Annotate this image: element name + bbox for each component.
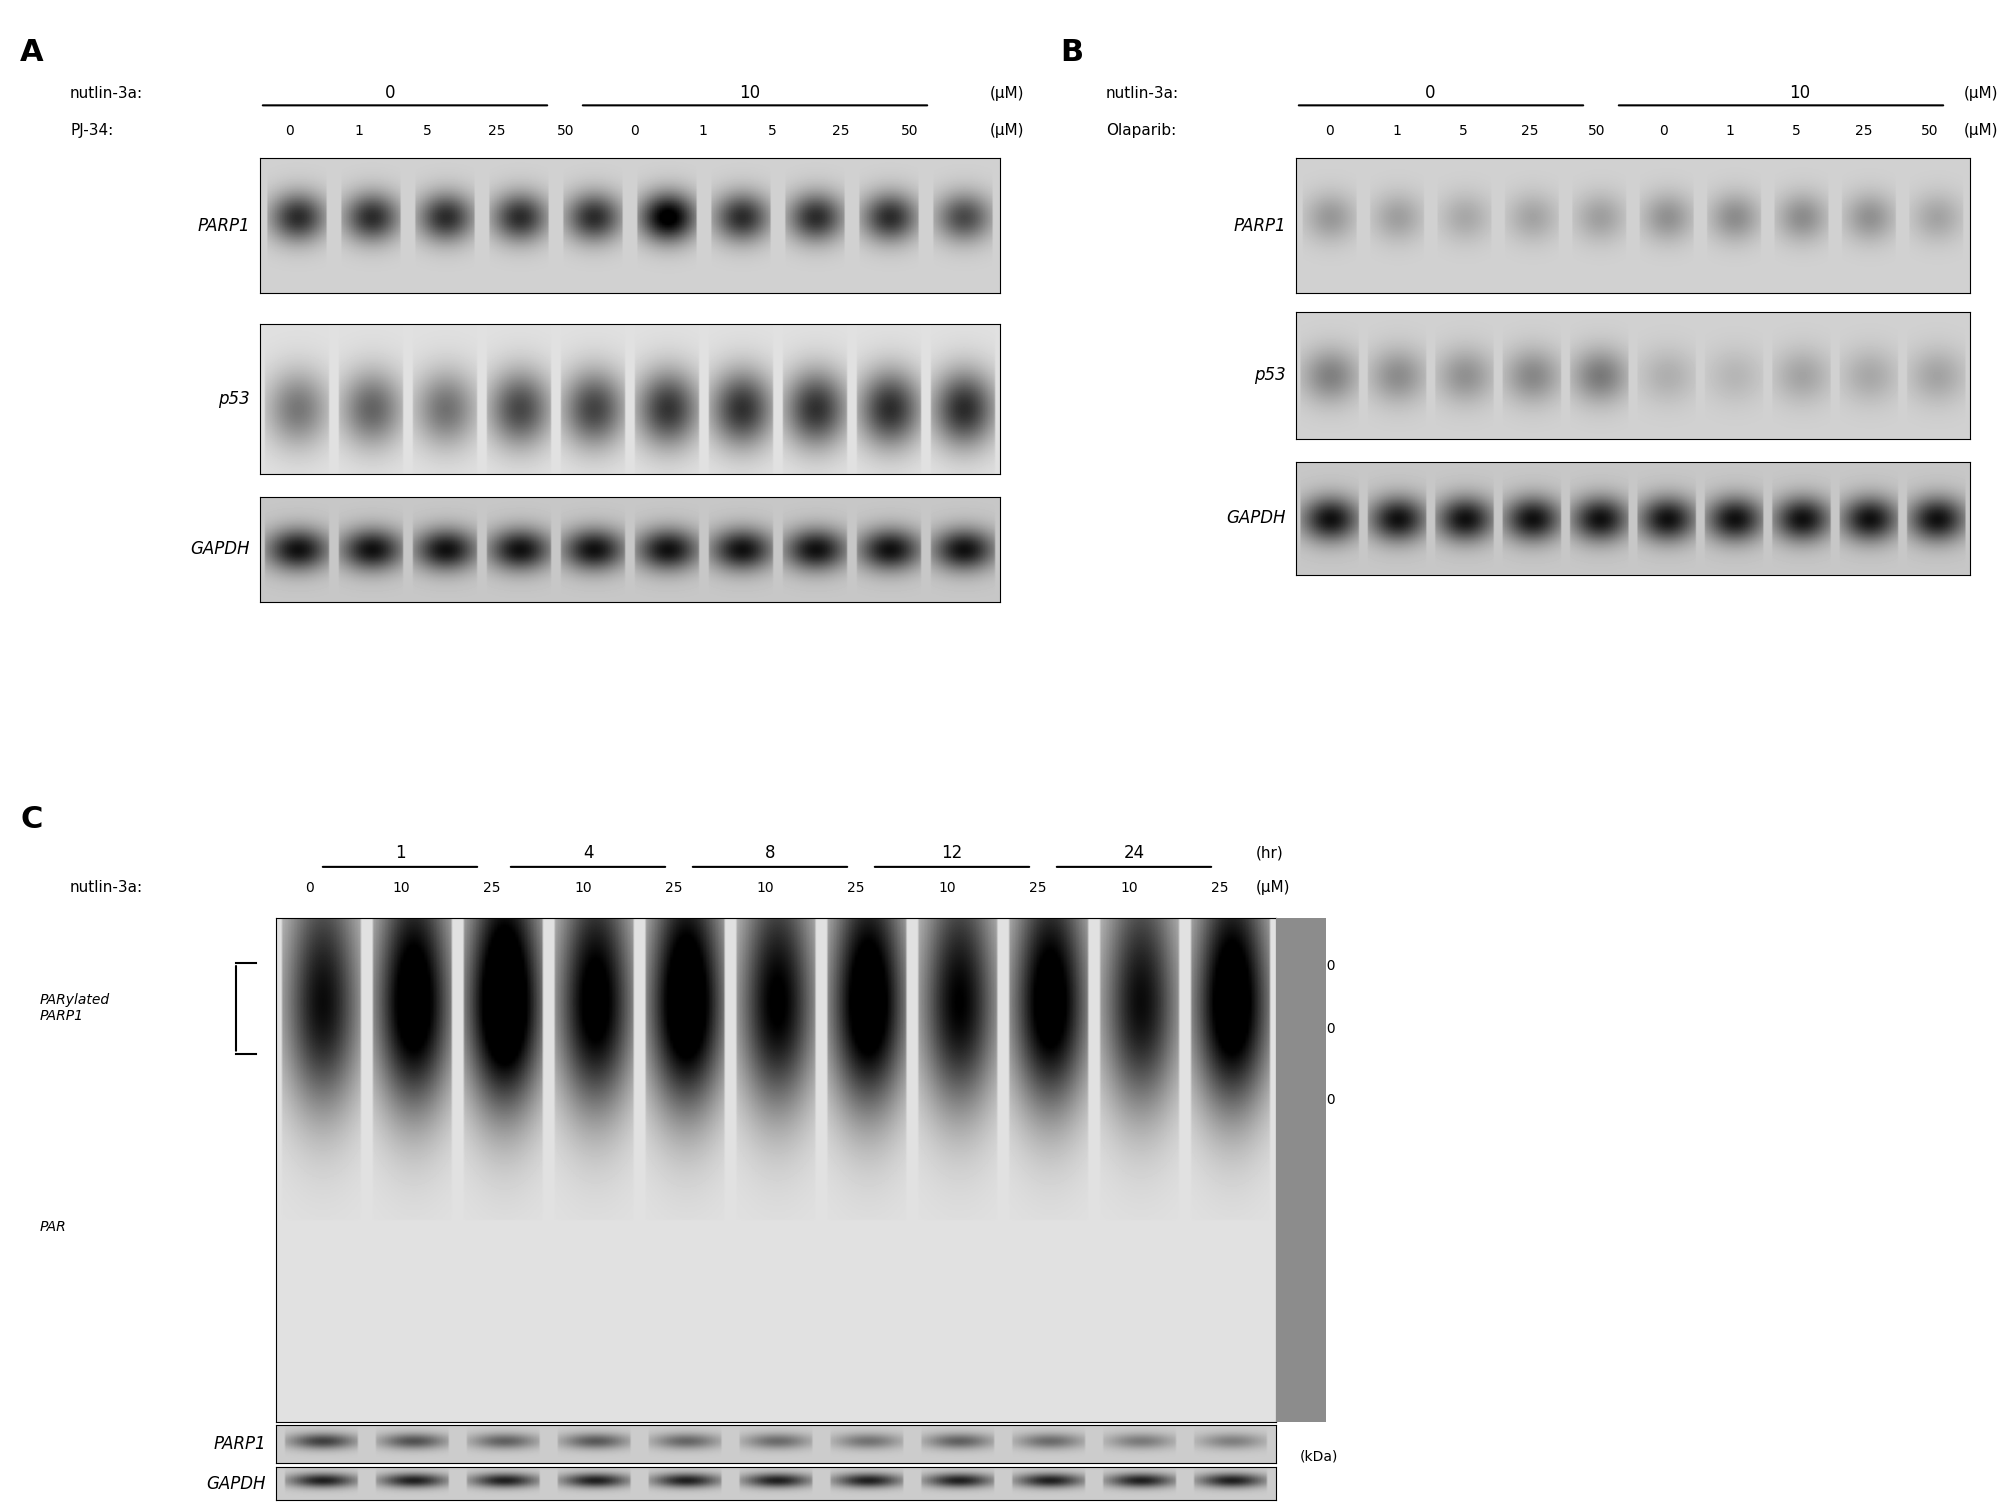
Text: (μM): (μM) bbox=[1964, 123, 1998, 138]
Text: 24: 24 bbox=[1124, 844, 1144, 862]
Text: 5: 5 bbox=[1458, 123, 1468, 138]
Text: GAPDH: GAPDH bbox=[206, 1475, 266, 1493]
Text: 0: 0 bbox=[384, 84, 396, 102]
Text: C: C bbox=[20, 805, 42, 834]
Text: 0: 0 bbox=[630, 123, 638, 138]
Text: 25: 25 bbox=[488, 123, 506, 138]
Text: - 75: - 75 bbox=[1300, 1142, 1326, 1157]
Text: GAPDH: GAPDH bbox=[1226, 510, 1286, 527]
Text: 8: 8 bbox=[764, 844, 776, 862]
Text: PAR: PAR bbox=[40, 1219, 66, 1234]
Text: Olaparib:: Olaparib: bbox=[1106, 123, 1176, 138]
Text: 1: 1 bbox=[1726, 123, 1734, 138]
Text: 50: 50 bbox=[1588, 123, 1606, 138]
Text: B: B bbox=[1060, 38, 1084, 66]
Text: (μM): (μM) bbox=[990, 86, 1024, 101]
Text: 0: 0 bbox=[306, 880, 314, 895]
Text: (μM): (μM) bbox=[1256, 880, 1290, 895]
Text: PARylated
PARP1: PARylated PARP1 bbox=[40, 993, 110, 1023]
Text: - 37: - 37 bbox=[1300, 1290, 1326, 1303]
Text: PARP1: PARP1 bbox=[214, 1436, 266, 1452]
Text: nutlin-3a:: nutlin-3a: bbox=[1106, 86, 1180, 101]
Text: 10: 10 bbox=[1120, 880, 1138, 895]
Text: - 250: - 250 bbox=[1300, 959, 1336, 972]
Text: 25: 25 bbox=[832, 123, 850, 138]
Text: 1: 1 bbox=[1392, 123, 1402, 138]
Text: 12: 12 bbox=[942, 844, 962, 862]
Text: (kDa): (kDa) bbox=[1300, 1449, 1338, 1463]
Text: (μM): (μM) bbox=[990, 123, 1024, 138]
Text: p53: p53 bbox=[218, 390, 250, 408]
Text: 10: 10 bbox=[392, 880, 410, 895]
Text: (μM): (μM) bbox=[1964, 86, 1998, 101]
Text: 1: 1 bbox=[698, 123, 708, 138]
Text: 5: 5 bbox=[424, 123, 432, 138]
Text: (hr): (hr) bbox=[1256, 846, 1284, 861]
Text: nutlin-3a:: nutlin-3a: bbox=[70, 880, 144, 895]
Text: 0: 0 bbox=[286, 123, 294, 138]
Text: 25: 25 bbox=[484, 880, 500, 895]
Text: 25: 25 bbox=[1854, 123, 1872, 138]
Text: PJ-34:: PJ-34: bbox=[70, 123, 114, 138]
Text: PARP1: PARP1 bbox=[1234, 217, 1286, 235]
Text: 25: 25 bbox=[848, 880, 864, 895]
Text: - 100: - 100 bbox=[1300, 1093, 1336, 1106]
Text: 10: 10 bbox=[574, 880, 592, 895]
Text: 0: 0 bbox=[1658, 123, 1668, 138]
Text: PARP1: PARP1 bbox=[198, 217, 250, 235]
Text: 50: 50 bbox=[1922, 123, 1938, 138]
Text: 1: 1 bbox=[394, 844, 406, 862]
Text: p53: p53 bbox=[1254, 367, 1286, 384]
Text: 10: 10 bbox=[756, 880, 774, 895]
Text: A: A bbox=[20, 38, 44, 66]
Text: 25: 25 bbox=[666, 880, 682, 895]
Text: 10: 10 bbox=[1790, 84, 1810, 102]
Text: 10: 10 bbox=[740, 84, 760, 102]
Text: 25: 25 bbox=[1030, 880, 1046, 895]
Text: 50: 50 bbox=[902, 123, 918, 138]
Text: 5: 5 bbox=[1792, 123, 1802, 138]
Text: 5: 5 bbox=[768, 123, 776, 138]
Text: 4: 4 bbox=[582, 844, 594, 862]
Text: 10: 10 bbox=[938, 880, 956, 895]
Text: - 150: - 150 bbox=[1300, 1022, 1336, 1035]
Text: - 50: - 50 bbox=[1300, 1224, 1326, 1237]
Text: nutlin-3a:: nutlin-3a: bbox=[70, 86, 144, 101]
Text: 0: 0 bbox=[1424, 84, 1436, 102]
Text: 0: 0 bbox=[1326, 123, 1334, 138]
Text: 25: 25 bbox=[1522, 123, 1538, 138]
Text: 25: 25 bbox=[1212, 880, 1228, 895]
Text: GAPDH: GAPDH bbox=[190, 540, 250, 558]
Text: 50: 50 bbox=[556, 123, 574, 138]
Text: 1: 1 bbox=[354, 123, 364, 138]
